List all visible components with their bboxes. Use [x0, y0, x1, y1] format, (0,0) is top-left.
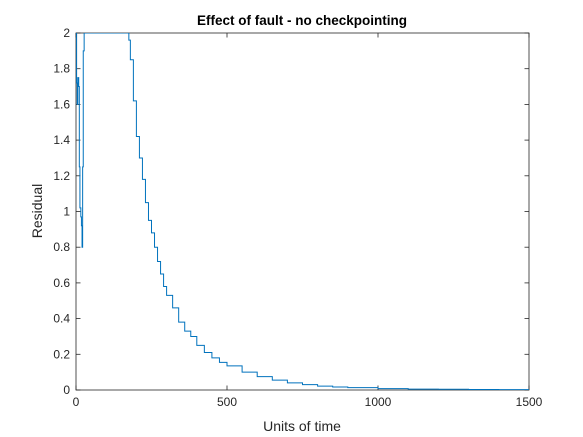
y-tick-label: 1.4 — [53, 133, 70, 147]
y-tick-label: 0 — [63, 383, 70, 397]
y-tick-label: 2 — [63, 26, 70, 40]
x-axis-label: Units of time — [263, 418, 341, 434]
y-tick-label: 0.4 — [53, 312, 70, 326]
y-tick-label: 1 — [63, 205, 70, 219]
y-tick-label: 1.2 — [53, 169, 70, 183]
x-tick-label: 500 — [217, 395, 237, 409]
y-tick-label: 0.2 — [53, 347, 70, 361]
x-tick-label: 1000 — [365, 395, 392, 409]
chart-title: Effect of fault - no checkpointing — [197, 13, 407, 28]
plot-frame — [76, 33, 529, 390]
plot-area: 0 500 1000 1500 0 0.2 0.4 0.6 0.8 1 1.2 1.4 1.6 1.8 2 — [53, 26, 542, 409]
y-tick-label: 1.6 — [53, 97, 70, 111]
y-tick-label: 1.8 — [53, 62, 70, 76]
y-tick-label: 0.8 — [53, 240, 70, 254]
y-axis-label: Residual — [29, 184, 45, 238]
y-tick-label: 0.6 — [53, 276, 70, 290]
x-tick-label: 0 — [73, 395, 80, 409]
x-tick-label: 1500 — [516, 395, 543, 409]
